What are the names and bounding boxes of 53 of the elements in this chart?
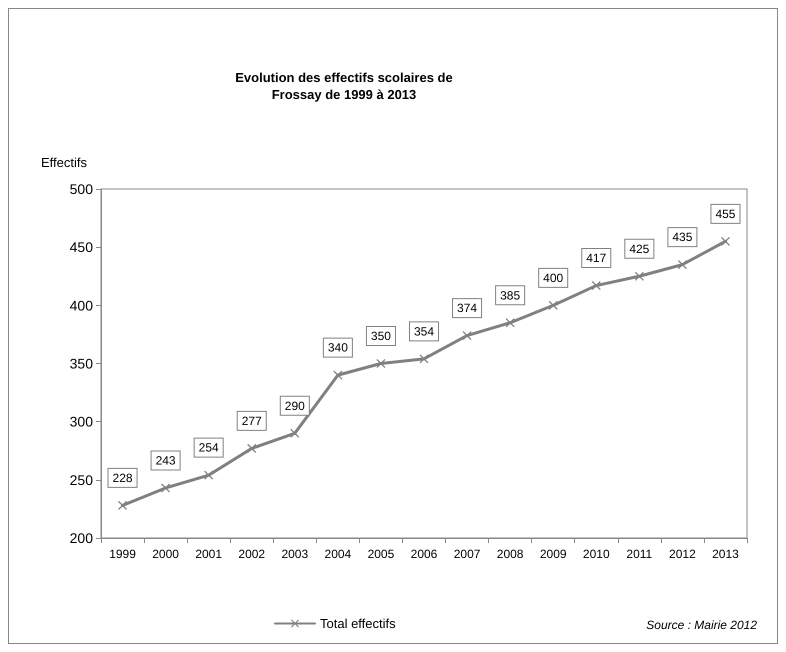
point [204, 470, 214, 480]
data-label: 254 [198, 440, 219, 455]
y-tick-label: 350 [70, 356, 94, 372]
data-label: 417 [586, 251, 607, 266]
data-label: 425 [629, 242, 650, 256]
data-label: 340 [328, 340, 348, 355]
x-tick-label: 2005 [368, 547, 395, 561]
point [161, 483, 170, 492]
point [592, 281, 601, 290]
x-tick-label: 2010 [582, 547, 610, 561]
x-tick-label: 2008 [496, 547, 524, 561]
point [462, 331, 472, 340]
data-label: 277 [242, 414, 262, 428]
point [247, 444, 256, 453]
data-label: 435 [672, 230, 693, 244]
x-tick-label: 2006 [410, 547, 438, 561]
data-label: 290 [284, 398, 306, 413]
x-tick-label: 2013 [712, 547, 740, 561]
data-label: 374 [457, 301, 478, 316]
data-label: 385 [500, 288, 520, 302]
point [506, 318, 515, 328]
x-tick-label: 2004 [324, 547, 352, 561]
point [548, 300, 558, 310]
data-label: 354 [414, 324, 434, 338]
legend-label: Total effectifs [320, 616, 396, 631]
y-tick-label: 200 [70, 530, 94, 546]
point [333, 370, 342, 380]
chart-title: Evolution des effectifs scolaires de Frossay de 1999 à 2013 [235, 70, 453, 102]
x-tick-label: 2012 [669, 547, 696, 561]
point [420, 354, 428, 364]
x-tick-label: 2003 [281, 547, 308, 561]
y-tick-label: 300 [70, 414, 94, 430]
y-tick-label: 450 [70, 239, 94, 256]
x-tick-label: 2011 [626, 547, 653, 561]
x-tick-label: 2007 [454, 547, 481, 561]
data-label: 455 [715, 206, 736, 221]
y-tick-label: 400 [70, 297, 94, 314]
x-tick-label: 2002 [238, 547, 266, 561]
point [720, 236, 730, 246]
point [118, 500, 128, 510]
data-label: 350 [370, 329, 392, 343]
x-tick-label: 2001 [195, 547, 222, 561]
data-label: 228 [112, 470, 133, 485]
x-tick-label: 2000 [152, 547, 180, 561]
source-note: Source : Mairie 2012 [646, 618, 758, 632]
point [678, 260, 687, 270]
x-tick-label: 2009 [540, 547, 567, 561]
y-axis-title: Effectifs [41, 155, 88, 170]
data-label: 400 [543, 270, 564, 285]
data-label: 243 [156, 453, 176, 468]
x-tick-label: 1999 [109, 547, 136, 561]
y-tick-label: 500 [70, 181, 94, 197]
y-tick-label: 250 [70, 472, 94, 488]
